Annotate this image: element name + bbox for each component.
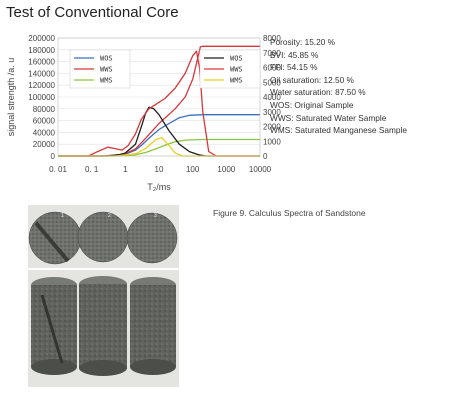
- y-left-tick-label: 40000: [33, 128, 56, 137]
- y-left-tick-label: 20000: [33, 140, 56, 149]
- wos-definition: WOS: Original Sample: [270, 99, 354, 110]
- series-line-wms-right: [58, 136, 260, 157]
- y-left-tick-label: 180000: [28, 46, 55, 55]
- series-line-wws-right: [58, 50, 260, 157]
- series-line-wos-right: [58, 106, 260, 157]
- y-left-tick-label: 120000: [28, 81, 55, 90]
- x-tick-label: 10000: [249, 165, 272, 174]
- y-right-tick-label: 3000: [263, 108, 281, 117]
- y-right-tick-label: 0: [263, 152, 268, 161]
- core-label-2: 2: [108, 213, 111, 219]
- y-right-tick-label: 6000: [263, 64, 281, 73]
- water-saturation-text: Water saturation: 87.50 %: [270, 87, 366, 98]
- y-left-tick-label: 160000: [28, 58, 55, 67]
- x-tick-label: 1000: [217, 165, 235, 174]
- sandstone-core-photo: 1 2 3: [28, 205, 179, 387]
- y-right-tick-label: 4000: [263, 93, 281, 102]
- core-label-1: 1: [61, 213, 64, 219]
- y-left-tick-label: 60000: [33, 117, 56, 126]
- series-line-wms-left: [58, 138, 260, 157]
- x-tick-label: 10: [155, 165, 164, 174]
- nmr-spectrum-chart: 0200004000060000800001000001200001400001…: [6, 34, 281, 192]
- sample-info-panel: Porosity: 15.20 % BVI: 45.85 % FFI: 54.1…: [270, 36, 407, 137]
- oil-saturation-text: Oil saturation: 12.50 %: [270, 74, 354, 85]
- y-left-tick-label: 80000: [33, 105, 56, 114]
- y-axis-label: signal strength /a. u: [6, 58, 16, 137]
- bvi-text: BVI: 45.85 %: [270, 49, 319, 60]
- y-left-tick-label: 140000: [28, 69, 55, 78]
- y-right-tick-label: 1000: [263, 137, 281, 146]
- y-right-tick-label: 5000: [263, 78, 281, 87]
- y-right-tick-label: 7000: [263, 49, 281, 58]
- legend-label-wms: WMS: [100, 77, 113, 85]
- x-tick-label: 0. 01: [49, 165, 67, 174]
- wms-definition: WMS: Saturated Manganese Sample: [270, 125, 407, 136]
- x-tick-label: 100: [186, 165, 200, 174]
- porosity-text: Porosity: 15.20 %: [270, 37, 336, 47]
- legend-label-wws: WWS: [100, 66, 113, 74]
- y-right-tick-label: 8000: [263, 34, 281, 43]
- y-left-tick-label: 200000: [28, 34, 55, 43]
- legend-label-wms: WMS: [230, 77, 243, 85]
- plot-frame: [57, 37, 261, 157]
- y-right-tick-label: 2000: [263, 123, 281, 132]
- legend-label-wws: WWS: [230, 66, 243, 74]
- figure-caption: Figure 9. Calculus Spectra of Sandstone: [213, 208, 366, 218]
- wws-definition: WWS: Saturated Water Sample: [270, 112, 387, 123]
- x-axis-label: T₂/ms: [147, 182, 171, 192]
- y-left-tick-label: 100000: [28, 93, 55, 102]
- x-tick-label: 1: [123, 165, 128, 174]
- legend-label-wos: WOS: [230, 55, 243, 63]
- core-label-3: 3: [154, 213, 157, 219]
- legend-label-wos: WOS: [100, 55, 113, 63]
- ffi-text: FFI: 54.15 %: [270, 62, 318, 73]
- y-left-tick-label: 0: [51, 152, 56, 161]
- figure-title: Test of Conventional Core: [6, 4, 179, 21]
- x-tick-label: 0. 1: [85, 165, 99, 174]
- legend-box-left: [69, 49, 131, 89]
